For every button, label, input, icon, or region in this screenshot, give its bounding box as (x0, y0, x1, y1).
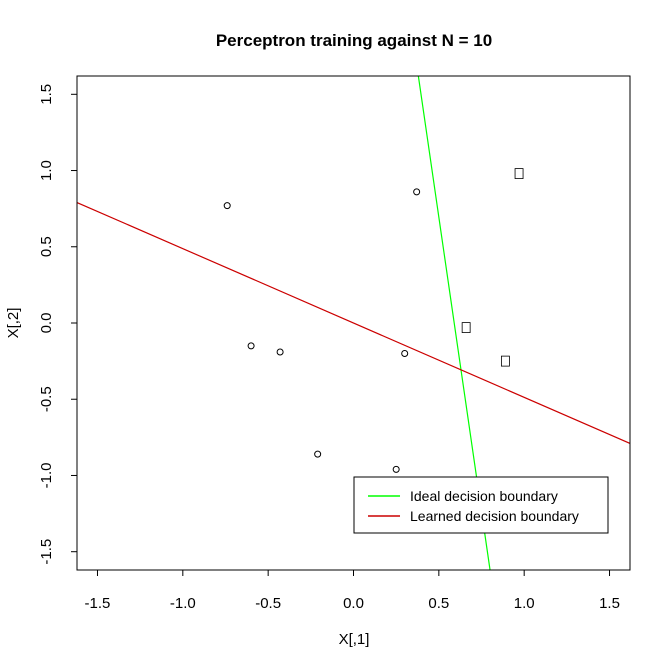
y-tick-label: 0.5 (38, 236, 55, 257)
x-tick-label: 0.0 (343, 595, 364, 612)
y-tick-label: 1.5 (38, 84, 55, 105)
x-tick-label: 1.5 (599, 595, 620, 612)
y-tick-label: 0.0 (38, 313, 55, 334)
x-axis-label: X[,1] (339, 631, 370, 648)
chart-title: Perceptron training against N = 10 (216, 31, 492, 50)
legend-learned-label: Learned decision boundary (410, 508, 579, 524)
x-tick-label: -1.5 (85, 595, 111, 612)
data-point-box (501, 355, 510, 367)
data-point-circle (401, 349, 409, 357)
x-tick-label: 1.0 (514, 595, 535, 612)
data-point-circle (247, 342, 255, 350)
y-tick-label: 1.0 (38, 160, 55, 181)
data-point-circle (223, 202, 231, 210)
data-point-box (461, 322, 471, 333)
data-point-circle (314, 450, 322, 458)
y-tick-label: -1.5 (38, 539, 55, 565)
x-tick-label: 0.5 (428, 595, 449, 612)
data-point-circle (392, 465, 400, 473)
x-tick-label: -0.5 (255, 595, 281, 612)
data-point-circle (413, 188, 421, 196)
y-axis-label: X[,2] (5, 308, 22, 339)
y-tick-label: -0.5 (38, 386, 55, 412)
y-tick-label: -1.0 (38, 463, 55, 489)
legend-box (353, 476, 609, 534)
data-point-circle (276, 348, 284, 356)
learned-boundary-line (77, 201, 630, 445)
legend: Ideal decision boundary Learned decision… (353, 476, 609, 534)
legend-ideal-label: Ideal decision boundary (410, 488, 558, 504)
data-point-box (514, 168, 524, 179)
x-tick-label: -1.0 (170, 595, 196, 612)
